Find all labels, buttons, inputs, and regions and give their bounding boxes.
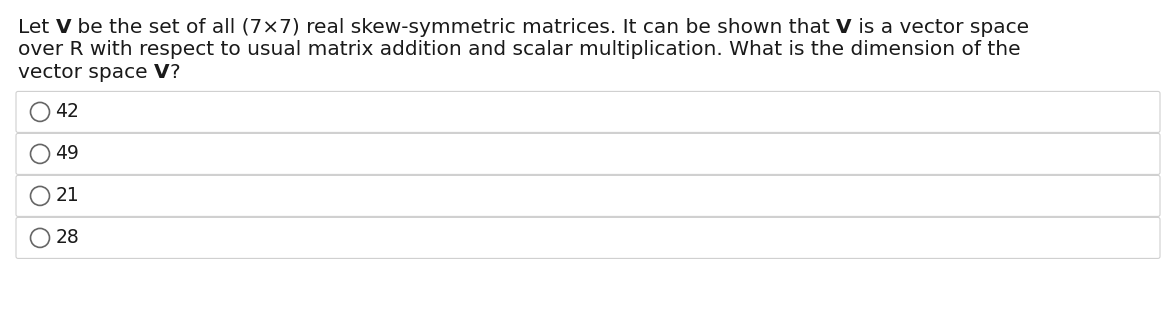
FancyBboxPatch shape bbox=[16, 134, 1160, 174]
Text: V: V bbox=[836, 18, 851, 37]
Text: be the set of all (7×7) real skew-symmetric matrices. It can be shown that: be the set of all (7×7) real skew-symmet… bbox=[72, 18, 836, 37]
Text: 28: 28 bbox=[55, 228, 79, 247]
FancyBboxPatch shape bbox=[16, 175, 1160, 216]
Text: 21: 21 bbox=[55, 186, 79, 205]
Text: 49: 49 bbox=[55, 145, 79, 164]
Text: Let: Let bbox=[18, 18, 55, 37]
Text: ?: ? bbox=[169, 63, 180, 82]
FancyBboxPatch shape bbox=[16, 217, 1160, 258]
Text: vector space: vector space bbox=[18, 63, 154, 82]
Text: V: V bbox=[154, 63, 169, 82]
FancyBboxPatch shape bbox=[16, 92, 1160, 133]
Text: 42: 42 bbox=[55, 103, 79, 122]
Text: is a vector space: is a vector space bbox=[851, 18, 1029, 37]
Text: over R with respect to usual matrix addition and scalar multiplication. What is : over R with respect to usual matrix addi… bbox=[18, 41, 1021, 60]
Text: V: V bbox=[55, 18, 72, 37]
